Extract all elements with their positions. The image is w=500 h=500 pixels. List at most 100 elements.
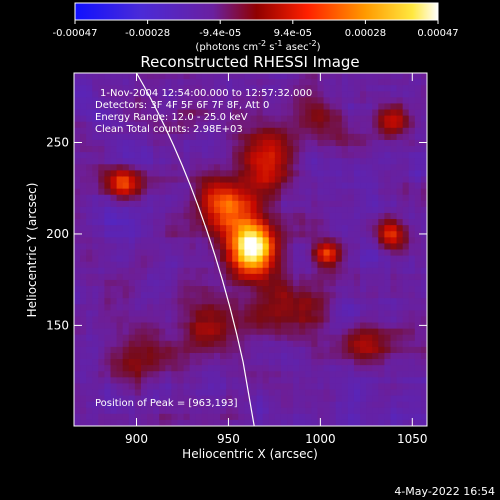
heatmap-cell bbox=[140, 395, 148, 403]
heatmap-cell bbox=[80, 255, 87, 263]
heatmap-cell bbox=[287, 401, 294, 409]
heatmap-cell bbox=[195, 97, 203, 105]
heatmap-cell bbox=[116, 109, 124, 117]
heatmap-cell bbox=[165, 237, 172, 245]
heatmap-cell bbox=[262, 316, 270, 324]
heatmap-cell bbox=[305, 231, 312, 238]
heatmap-cell bbox=[268, 413, 276, 421]
heatmap-cell bbox=[378, 91, 385, 98]
heatmap-cell bbox=[299, 109, 306, 117]
heatmap-cell bbox=[372, 170, 379, 178]
heatmap-cell bbox=[378, 346, 385, 354]
heatmap-cell bbox=[128, 249, 136, 257]
heatmap-cell bbox=[396, 273, 404, 281]
heatmap-cell bbox=[207, 328, 215, 336]
heatmap-cell bbox=[213, 286, 221, 293]
heatmap-cell bbox=[341, 267, 349, 275]
heatmap-cell bbox=[256, 340, 264, 348]
heatmap-cell bbox=[159, 200, 166, 208]
heatmap-cell bbox=[147, 286, 154, 293]
heatmap-cell bbox=[250, 389, 258, 397]
heatmap-cell bbox=[262, 359, 270, 366]
heatmap-cell bbox=[177, 273, 185, 281]
heatmap-cell bbox=[311, 346, 319, 354]
heatmap-cell bbox=[238, 243, 246, 251]
heatmap-cell bbox=[323, 139, 331, 147]
heatmap-cell bbox=[305, 413, 312, 421]
heatmap-cell bbox=[140, 279, 148, 287]
heatmap-cell bbox=[287, 200, 294, 208]
heatmap-cell bbox=[420, 334, 427, 342]
heatmap-cell bbox=[201, 273, 209, 281]
heatmap-cell bbox=[360, 182, 367, 190]
heatmap-cell bbox=[335, 158, 343, 165]
heatmap-cell bbox=[165, 121, 172, 129]
heatmap-cell bbox=[250, 103, 258, 111]
heatmap-cell bbox=[74, 419, 81, 426]
heatmap-cell bbox=[140, 340, 148, 348]
heatmap-cell bbox=[280, 243, 288, 251]
heatmap-cell bbox=[372, 188, 379, 196]
heatmap-cell bbox=[98, 334, 106, 342]
heatmap-cell bbox=[287, 334, 294, 342]
heatmap-cell bbox=[128, 340, 136, 348]
heatmap-cell bbox=[104, 152, 112, 159]
heatmap-cell bbox=[195, 170, 203, 178]
heatmap-cell bbox=[293, 194, 300, 202]
heatmap-cell bbox=[378, 164, 385, 171]
heatmap-cell bbox=[98, 352, 106, 360]
heatmap-cell bbox=[122, 158, 130, 165]
heatmap-cell bbox=[86, 383, 93, 391]
heatmap-cell bbox=[305, 109, 312, 117]
heatmap-cell bbox=[213, 97, 221, 105]
heatmap-cell bbox=[341, 352, 349, 360]
heatmap-cell bbox=[171, 322, 179, 330]
heatmap-cell bbox=[250, 139, 258, 147]
heatmap-cell bbox=[213, 133, 221, 141]
heatmap-cell bbox=[171, 225, 179, 232]
heatmap-cell bbox=[408, 121, 416, 129]
heatmap-cell bbox=[220, 170, 227, 178]
heatmap-cell bbox=[140, 413, 148, 421]
heatmap-cell bbox=[140, 127, 148, 135]
heatmap-cell bbox=[408, 212, 416, 220]
heatmap-cell bbox=[171, 103, 179, 111]
heatmap-cell bbox=[98, 200, 106, 208]
heatmap-cell bbox=[341, 127, 349, 135]
heatmap-cell bbox=[390, 310, 398, 318]
heatmap-cell bbox=[86, 322, 93, 330]
heatmap-cell bbox=[317, 298, 325, 305]
heatmap-cell bbox=[280, 316, 288, 324]
heatmap-cell bbox=[195, 328, 203, 336]
heatmap-cell bbox=[128, 225, 136, 232]
heatmap-cell bbox=[353, 176, 361, 184]
heatmap-cell bbox=[366, 298, 373, 305]
heatmap-cell bbox=[98, 219, 106, 226]
heatmap-cell bbox=[74, 310, 81, 318]
heatmap-cell bbox=[220, 146, 227, 153]
heatmap-cell bbox=[287, 407, 294, 415]
heatmap-cell bbox=[140, 73, 148, 80]
heatmap-cell bbox=[408, 249, 416, 257]
heatmap-cell bbox=[116, 316, 124, 324]
heatmap-cell bbox=[384, 377, 392, 384]
heatmap-cell bbox=[366, 109, 373, 117]
heatmap-cell bbox=[329, 194, 337, 202]
heatmap-cell bbox=[280, 279, 288, 287]
heatmap-cell bbox=[414, 255, 422, 263]
heatmap-cell bbox=[104, 395, 112, 403]
heatmap-cell bbox=[384, 200, 392, 208]
heatmap-cell bbox=[98, 170, 106, 178]
heatmap-cell bbox=[408, 231, 416, 238]
heatmap-cell bbox=[189, 91, 197, 98]
heatmap-cell bbox=[189, 273, 197, 281]
heatmap-cell bbox=[335, 139, 343, 147]
heatmap-cell bbox=[213, 103, 221, 111]
heatmap-cell bbox=[165, 249, 172, 257]
heatmap-cell bbox=[195, 127, 203, 135]
heatmap-cell bbox=[323, 407, 331, 415]
heatmap-cell bbox=[165, 158, 172, 165]
heatmap-cell bbox=[232, 243, 239, 251]
heatmap-cell bbox=[110, 152, 118, 159]
heatmap-cell bbox=[360, 225, 367, 232]
